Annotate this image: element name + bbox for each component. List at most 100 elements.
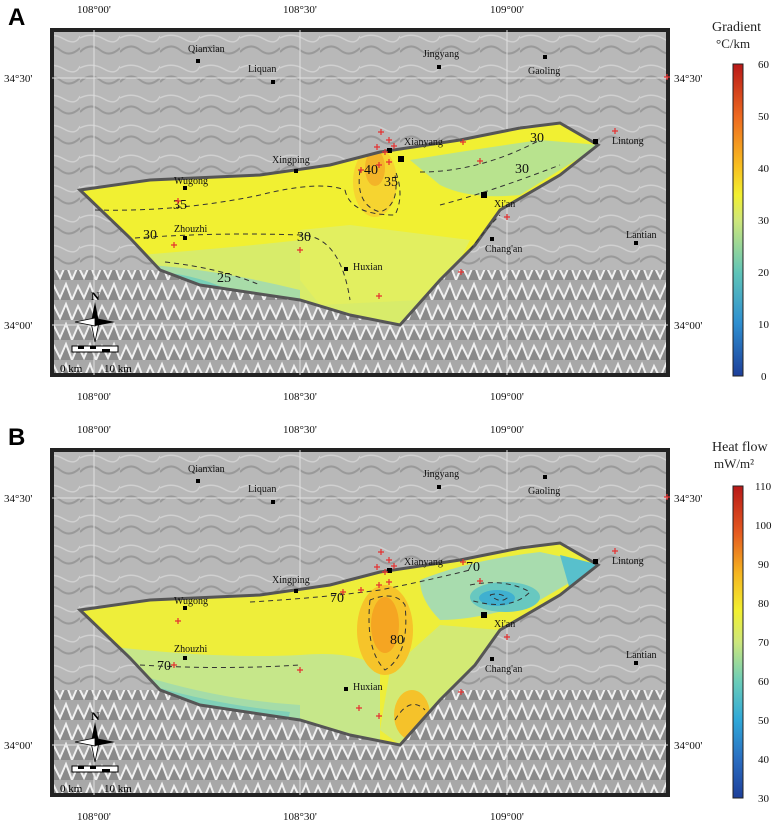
town-label-qianxian: Qianxian bbox=[188, 44, 225, 55]
town-label-changan: Chang'an bbox=[485, 664, 522, 675]
map-frame bbox=[50, 28, 670, 377]
lon-labels-bottom: 108°00' 108°30' 109°00' bbox=[77, 811, 524, 823]
town-label-zhouzhi: Zhouzhi bbox=[174, 644, 208, 655]
colorbar-title: Heat flow bbox=[712, 440, 768, 455]
north-arrow: N bbox=[74, 709, 115, 763]
colorbar-tick: 110 bbox=[755, 481, 772, 493]
contour-label: 30 bbox=[297, 230, 311, 245]
lat-labels: 34°30' 34°00' 34°30' 34°00' bbox=[4, 493, 702, 752]
contour-labels: 35 30 30 25 40 35 30 30 bbox=[143, 131, 544, 286]
lon-tick-label: 108°00' bbox=[77, 424, 111, 436]
map-frame bbox=[50, 448, 670, 797]
colorbar-tick: 90 bbox=[758, 559, 770, 571]
basin-outline bbox=[76, 121, 601, 327]
scale-bar: 0 km 10 km bbox=[60, 345, 132, 375]
town-label-huxian: Huxian bbox=[353, 682, 382, 693]
town-label-liquan: Liquan bbox=[248, 484, 276, 495]
colorbar-heat-flow: Heat flow mW/m² 110 100 90 80 70 60 50 4… bbox=[712, 440, 772, 805]
panel-letter: B bbox=[8, 424, 26, 451]
colorbar-tick: 10 bbox=[758, 319, 770, 331]
colorbar-tick: 70 bbox=[758, 637, 770, 649]
town-label-jingyang: Jingyang bbox=[423, 469, 459, 480]
contour-label: 40 bbox=[364, 163, 378, 178]
town-label-gaoling: Gaoling bbox=[528, 66, 560, 77]
town-markers bbox=[183, 55, 638, 271]
town-label-xian: Xi'an bbox=[494, 619, 515, 630]
lat-tick-label: 34°30' bbox=[4, 73, 32, 85]
scale-end: 10 km bbox=[104, 783, 132, 795]
lon-tick-label: 109°00' bbox=[490, 391, 524, 403]
colorbar-tick: 60 bbox=[758, 676, 770, 688]
lat-labels: 34°30' 34°00' 34°30' 34°00' bbox=[4, 73, 702, 332]
north-label: N bbox=[91, 709, 100, 723]
contour-label: 25 bbox=[217, 271, 231, 286]
town-label-xian: Xi'an bbox=[494, 199, 515, 210]
north-label: N bbox=[91, 289, 100, 303]
town-label-lintong: Lintong bbox=[612, 556, 644, 567]
lon-tick-label: 108°30' bbox=[283, 811, 317, 823]
contour-label: 70 bbox=[330, 591, 344, 606]
town-label-gaoling: Gaoling bbox=[528, 486, 560, 497]
town-label-wugong: Wugong bbox=[174, 596, 208, 607]
colorbar-tick: 30 bbox=[758, 793, 770, 805]
basin-outline bbox=[76, 541, 601, 747]
contour-label: 70 bbox=[466, 560, 480, 575]
town-markers bbox=[183, 475, 638, 691]
lat-tick-label: 34°00' bbox=[4, 320, 32, 332]
contour-label: 30 bbox=[515, 162, 529, 177]
colorbar-tick: 40 bbox=[758, 754, 770, 766]
town-label-xianyang: Xianyang bbox=[404, 137, 443, 148]
colorbar-tick: 20 bbox=[758, 267, 770, 279]
contour-label: 70 bbox=[157, 659, 171, 674]
contour-label: 30 bbox=[530, 131, 544, 146]
town-label-zhouzhi: Zhouzhi bbox=[174, 224, 208, 235]
lat-tick-label: 34°30' bbox=[674, 493, 702, 505]
scale-bar: 0 km 10 km bbox=[60, 765, 132, 795]
contour-labels: 70 70 80 70 bbox=[157, 560, 480, 674]
colorbar-tick: 0 bbox=[761, 371, 767, 383]
scale-end: 10 km bbox=[104, 363, 132, 375]
lon-tick-label: 109°00' bbox=[490, 424, 524, 436]
well-stations bbox=[171, 494, 670, 719]
colorbar-tick: 60 bbox=[758, 59, 770, 71]
well-stations bbox=[171, 74, 670, 299]
town-label-lantian: Lantian bbox=[626, 650, 657, 661]
lon-tick-label: 108°00' bbox=[77, 391, 111, 403]
lon-labels-top: 108°00' 108°30' 109°00' bbox=[77, 424, 524, 436]
lon-labels-top: 108°00' 108°30' 109°00' bbox=[77, 4, 524, 16]
lon-tick-label: 108°00' bbox=[77, 811, 111, 823]
colorbar-title: Gradient bbox=[712, 20, 761, 35]
town-label-xingping: Xingping bbox=[272, 155, 310, 166]
town-labels: Qianxian Liquan Jingyang Gaoling Xianyan… bbox=[174, 44, 657, 273]
town-label-lantian: Lantian bbox=[626, 230, 657, 241]
lat-tick-label: 34°00' bbox=[674, 320, 702, 332]
north-arrow: N bbox=[74, 289, 115, 343]
contour-lines bbox=[139, 569, 531, 721]
town-label-qianxian: Qianxian bbox=[188, 464, 225, 475]
town-label-wugong: Wugong bbox=[174, 176, 208, 187]
colorbar-unit: °C/km bbox=[716, 36, 750, 51]
town-labels: Qianxian Liquan Jingyang Gaoling Xianyan… bbox=[174, 464, 657, 693]
panel-letter: A bbox=[8, 4, 26, 31]
lon-tick-label: 108°30' bbox=[283, 4, 317, 16]
panel-heat-flow: B bbox=[0, 420, 782, 831]
town-label-xianyang: Xianyang bbox=[404, 557, 443, 568]
lon-tick-label: 108°00' bbox=[77, 4, 111, 16]
colorbar-tick: 40 bbox=[758, 163, 770, 175]
contour-label: 30 bbox=[143, 228, 157, 243]
contour-label: 35 bbox=[384, 175, 398, 190]
heat-flow-map-svg: 70 70 80 70 Qianxian Liquan Jingyang Gao… bbox=[4, 424, 772, 823]
colorbar-tick: 50 bbox=[758, 111, 770, 123]
colorbar-tick: 100 bbox=[755, 520, 772, 532]
town-label-jingyang: Jingyang bbox=[423, 49, 459, 60]
scale-start: 0 km bbox=[60, 363, 83, 375]
colorbar-tick: 30 bbox=[758, 215, 770, 227]
scale-start: 0 km bbox=[60, 783, 83, 795]
town-label-changan: Chang'an bbox=[485, 244, 522, 255]
contour-label: 35 bbox=[173, 198, 187, 213]
lon-tick-label: 109°00' bbox=[490, 811, 524, 823]
town-label-xingping: Xingping bbox=[272, 575, 310, 586]
colorbar-gradient: Gradient °C/km 60 50 40 30 20 10 0 bbox=[712, 20, 770, 383]
colorbar-tick: 50 bbox=[758, 715, 770, 727]
panel-gradient: A bbox=[0, 0, 782, 410]
